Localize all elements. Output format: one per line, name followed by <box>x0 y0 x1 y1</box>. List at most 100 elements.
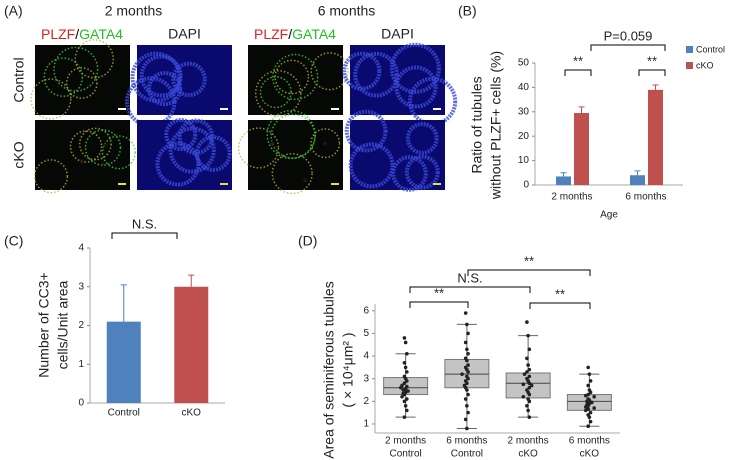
bracket <box>467 269 591 276</box>
x-tick-label: 6 months <box>625 192 666 203</box>
data-point <box>527 374 532 379</box>
bracket <box>564 69 592 76</box>
panel-label: (C) <box>4 233 23 249</box>
data-point <box>525 370 529 374</box>
asterisk: * <box>79 156 85 172</box>
y-tick-label: 1 <box>78 359 84 370</box>
stain-label: PLZF/GATA4 <box>254 26 336 42</box>
y-tick-label: 0 <box>78 398 84 409</box>
row-label: Control <box>11 57 27 102</box>
bar <box>574 113 589 185</box>
x-tick-label: cKO <box>182 408 202 419</box>
data-point <box>402 361 407 365</box>
data-point <box>402 415 407 419</box>
y-tick-label: 4 <box>78 243 84 254</box>
row-label: cKO <box>11 141 27 168</box>
data-point <box>463 340 468 345</box>
tubule <box>259 76 292 109</box>
y-tick-label: 50 <box>518 58 530 69</box>
y-tick-label: 0 <box>523 180 529 191</box>
stain-name: / <box>75 26 79 42</box>
scale-bar <box>220 183 228 185</box>
y-tick-label: 5 <box>363 328 369 339</box>
data-point <box>592 406 596 410</box>
tubule <box>237 127 280 169</box>
tubule <box>348 142 395 189</box>
bracket <box>529 302 591 309</box>
tubule <box>139 54 183 98</box>
stain-label: PLZF/GATA4 <box>41 26 123 42</box>
tubule <box>310 52 349 91</box>
data-point <box>402 381 407 386</box>
data-point <box>526 333 530 338</box>
y-tick-label: 30 <box>518 106 530 117</box>
bracket <box>409 286 531 293</box>
tubule <box>266 109 316 160</box>
data-point <box>465 347 469 352</box>
tubule <box>53 46 99 92</box>
error-bar <box>578 106 585 114</box>
data-point <box>466 351 470 356</box>
annotation: ** <box>647 53 657 68</box>
scale-bar <box>433 183 441 185</box>
tubule <box>30 78 72 120</box>
data-point <box>527 399 532 404</box>
panel-label: (B) <box>458 3 477 19</box>
stain-name: PLZF <box>41 26 75 42</box>
micrograph <box>35 120 130 190</box>
y-tick-label: 6 <box>363 305 369 316</box>
y-tick-label: 20 <box>518 131 530 142</box>
error-bar <box>188 274 195 287</box>
tubule <box>391 155 428 192</box>
tubule <box>69 130 103 163</box>
data-point <box>465 426 469 431</box>
tubule <box>254 69 302 117</box>
data-point <box>403 340 408 345</box>
error-bar <box>120 284 127 322</box>
data-point <box>465 322 469 327</box>
column-header: 6 months <box>318 3 376 19</box>
data-point <box>463 397 468 401</box>
bracket <box>590 44 666 51</box>
legend-swatch <box>686 62 693 69</box>
x-tick-label: Control <box>451 449 483 460</box>
data-point <box>466 392 470 397</box>
annotation: ** <box>524 253 534 268</box>
tubule <box>271 152 313 195</box>
stain-label: DAPI <box>168 26 201 42</box>
legend-swatch <box>686 46 693 53</box>
data-point <box>525 404 529 408</box>
data-point <box>527 385 532 390</box>
data-point <box>399 385 403 390</box>
tubule <box>171 61 207 98</box>
tubule <box>74 39 115 79</box>
x-tick-label: Control <box>390 449 422 460</box>
data-point <box>588 419 593 424</box>
bracket <box>638 69 666 76</box>
data-point <box>521 382 526 387</box>
tubule <box>164 118 198 151</box>
micrograph <box>137 120 232 190</box>
bar <box>556 176 571 185</box>
annotation: P=0.059 <box>604 28 653 43</box>
data-point <box>403 404 408 408</box>
data-point <box>527 392 532 397</box>
tubule <box>272 53 319 101</box>
scale-bar <box>220 108 228 110</box>
x-tick-label: 2 months <box>385 436 426 447</box>
asterisk: * <box>269 138 275 154</box>
tubule <box>405 122 439 155</box>
stain-name: PLZF <box>254 26 288 42</box>
annotation: ** <box>555 286 565 301</box>
tubule <box>177 118 215 156</box>
data-point <box>527 347 532 352</box>
data-point <box>526 363 530 367</box>
scale-bar <box>118 108 126 110</box>
error-bar <box>634 170 641 176</box>
y-tick-label: 40 <box>518 82 530 93</box>
tubule <box>84 129 122 166</box>
x-tick-label: cKO <box>518 449 538 460</box>
data-point <box>588 379 593 383</box>
